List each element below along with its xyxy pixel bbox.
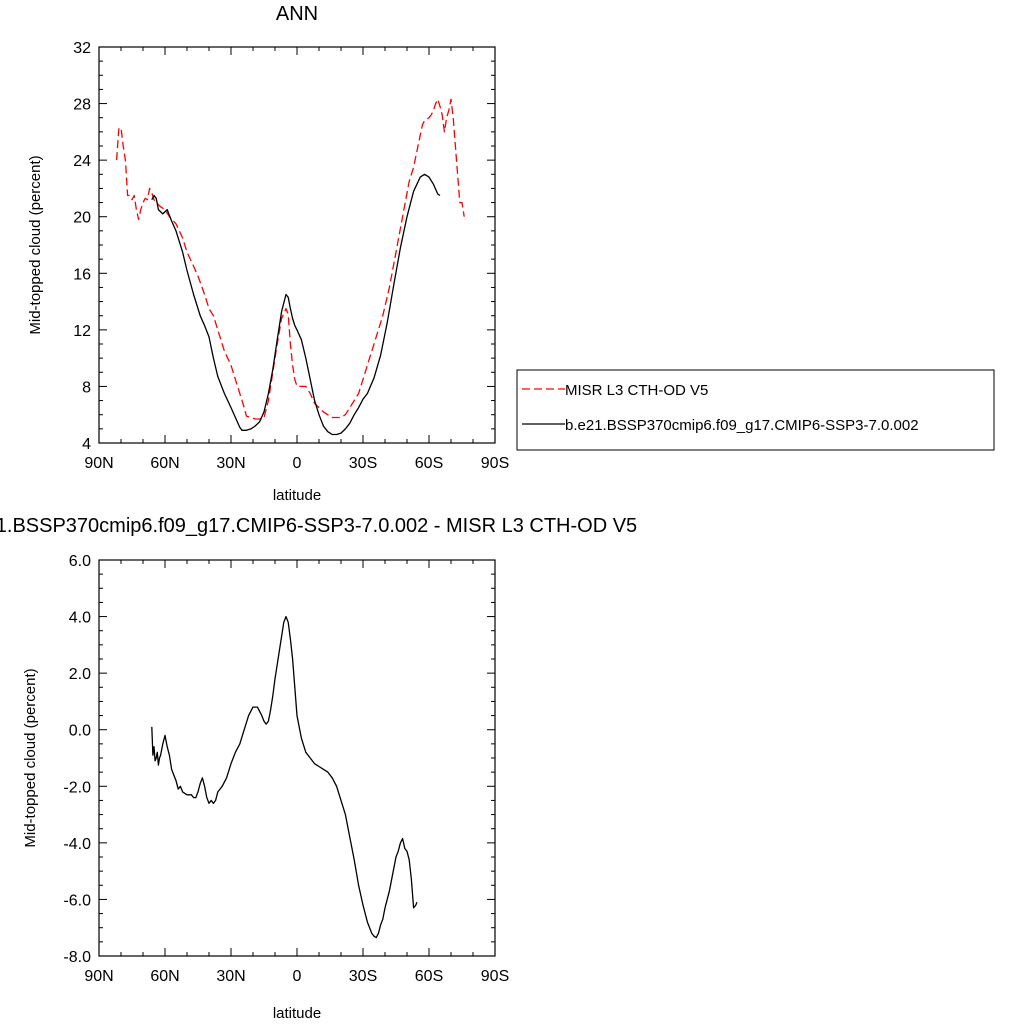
plot-frame	[98, 46, 496, 444]
series-line-0	[151, 615, 418, 939]
y-tick-label: -6.0	[63, 892, 91, 909]
y-tick-label: 24	[73, 153, 91, 170]
y-tick-label: 0.0	[69, 723, 91, 740]
y-axis-label: Mid-topped cloud (percent)	[27, 155, 44, 334]
y-tick-label: 6.0	[69, 553, 91, 570]
x-tick-label: 90N	[84, 455, 113, 472]
series-line-0	[115, 98, 465, 420]
y-tick-label: -8.0	[63, 949, 91, 966]
x-tick-label: 90S	[481, 968, 509, 985]
legend: MISR L3 CTH-OD V5 b.e21.BSSP370cmip6.f09…	[516, 369, 995, 451]
x-tick-label: 0	[293, 968, 302, 985]
x-tick-label: 90N	[84, 968, 113, 985]
y-tick-label: -2.0	[63, 779, 91, 796]
y-tick-label: 8	[82, 379, 91, 396]
x-tick-label: 60N	[150, 455, 179, 472]
x-tick-label: 60S	[415, 455, 443, 472]
x-tick-label: 90S	[481, 455, 509, 472]
series-line-1	[151, 173, 441, 436]
x-axis-label: latitude	[273, 1005, 321, 1022]
y-tick-label: 16	[73, 266, 91, 283]
y-tick-label: 20	[73, 210, 91, 227]
panel-top: ANN Mid-topped cloud (percent) latitude …	[27, 3, 995, 504]
y-tick-label: 4	[82, 436, 91, 453]
legend-box	[516, 369, 995, 451]
y-tick-label: 12	[73, 323, 91, 340]
y-tick-label: 4.0	[69, 610, 91, 627]
y-tick-label: 32	[73, 40, 91, 57]
legend-label-obs: MISR L3 CTH-OD V5	[565, 382, 708, 399]
x-tick-label: 30S	[349, 968, 377, 985]
x-tick-label: 30N	[216, 455, 245, 472]
plot-area: 4 8 12 16 20 24 28 32 90N 60N 30N 0 30S 60S 90S	[73, 40, 509, 472]
y-tick-label: 28	[73, 97, 91, 114]
x-tick-label: 60N	[150, 968, 179, 985]
legend-label-model: b.e21.BSSP370cmip6.f09_g17.CMIP6-SSP3-7.…	[565, 417, 919, 434]
y-tick-label: -4.0	[63, 836, 91, 853]
x-axis-label: latitude	[273, 487, 321, 504]
x-tick-label: 0	[293, 455, 302, 472]
plot-area: -8.0 -6.0 -4.0 -2.0 0.0 2.0 4.0 6.0 90N 60N 30N 0 30…	[63, 553, 509, 985]
y-tick-label: 2.0	[69, 666, 91, 683]
panel-title: b.e21.BSSP370cmip6.f09_g17.CMIP6-SSP3-7.…	[0, 515, 637, 537]
x-tick-label: 60S	[415, 968, 443, 985]
panel-bottom: b.e21.BSSP370cmip6.f09_g17.CMIP6-SSP3-7.…	[0, 515, 637, 1022]
y-axis-label: Mid-topped cloud (percent)	[22, 668, 39, 847]
x-tick-label: 30N	[216, 968, 245, 985]
x-tick-label: 30S	[349, 455, 377, 472]
panel-title: ANN	[276, 3, 318, 25]
